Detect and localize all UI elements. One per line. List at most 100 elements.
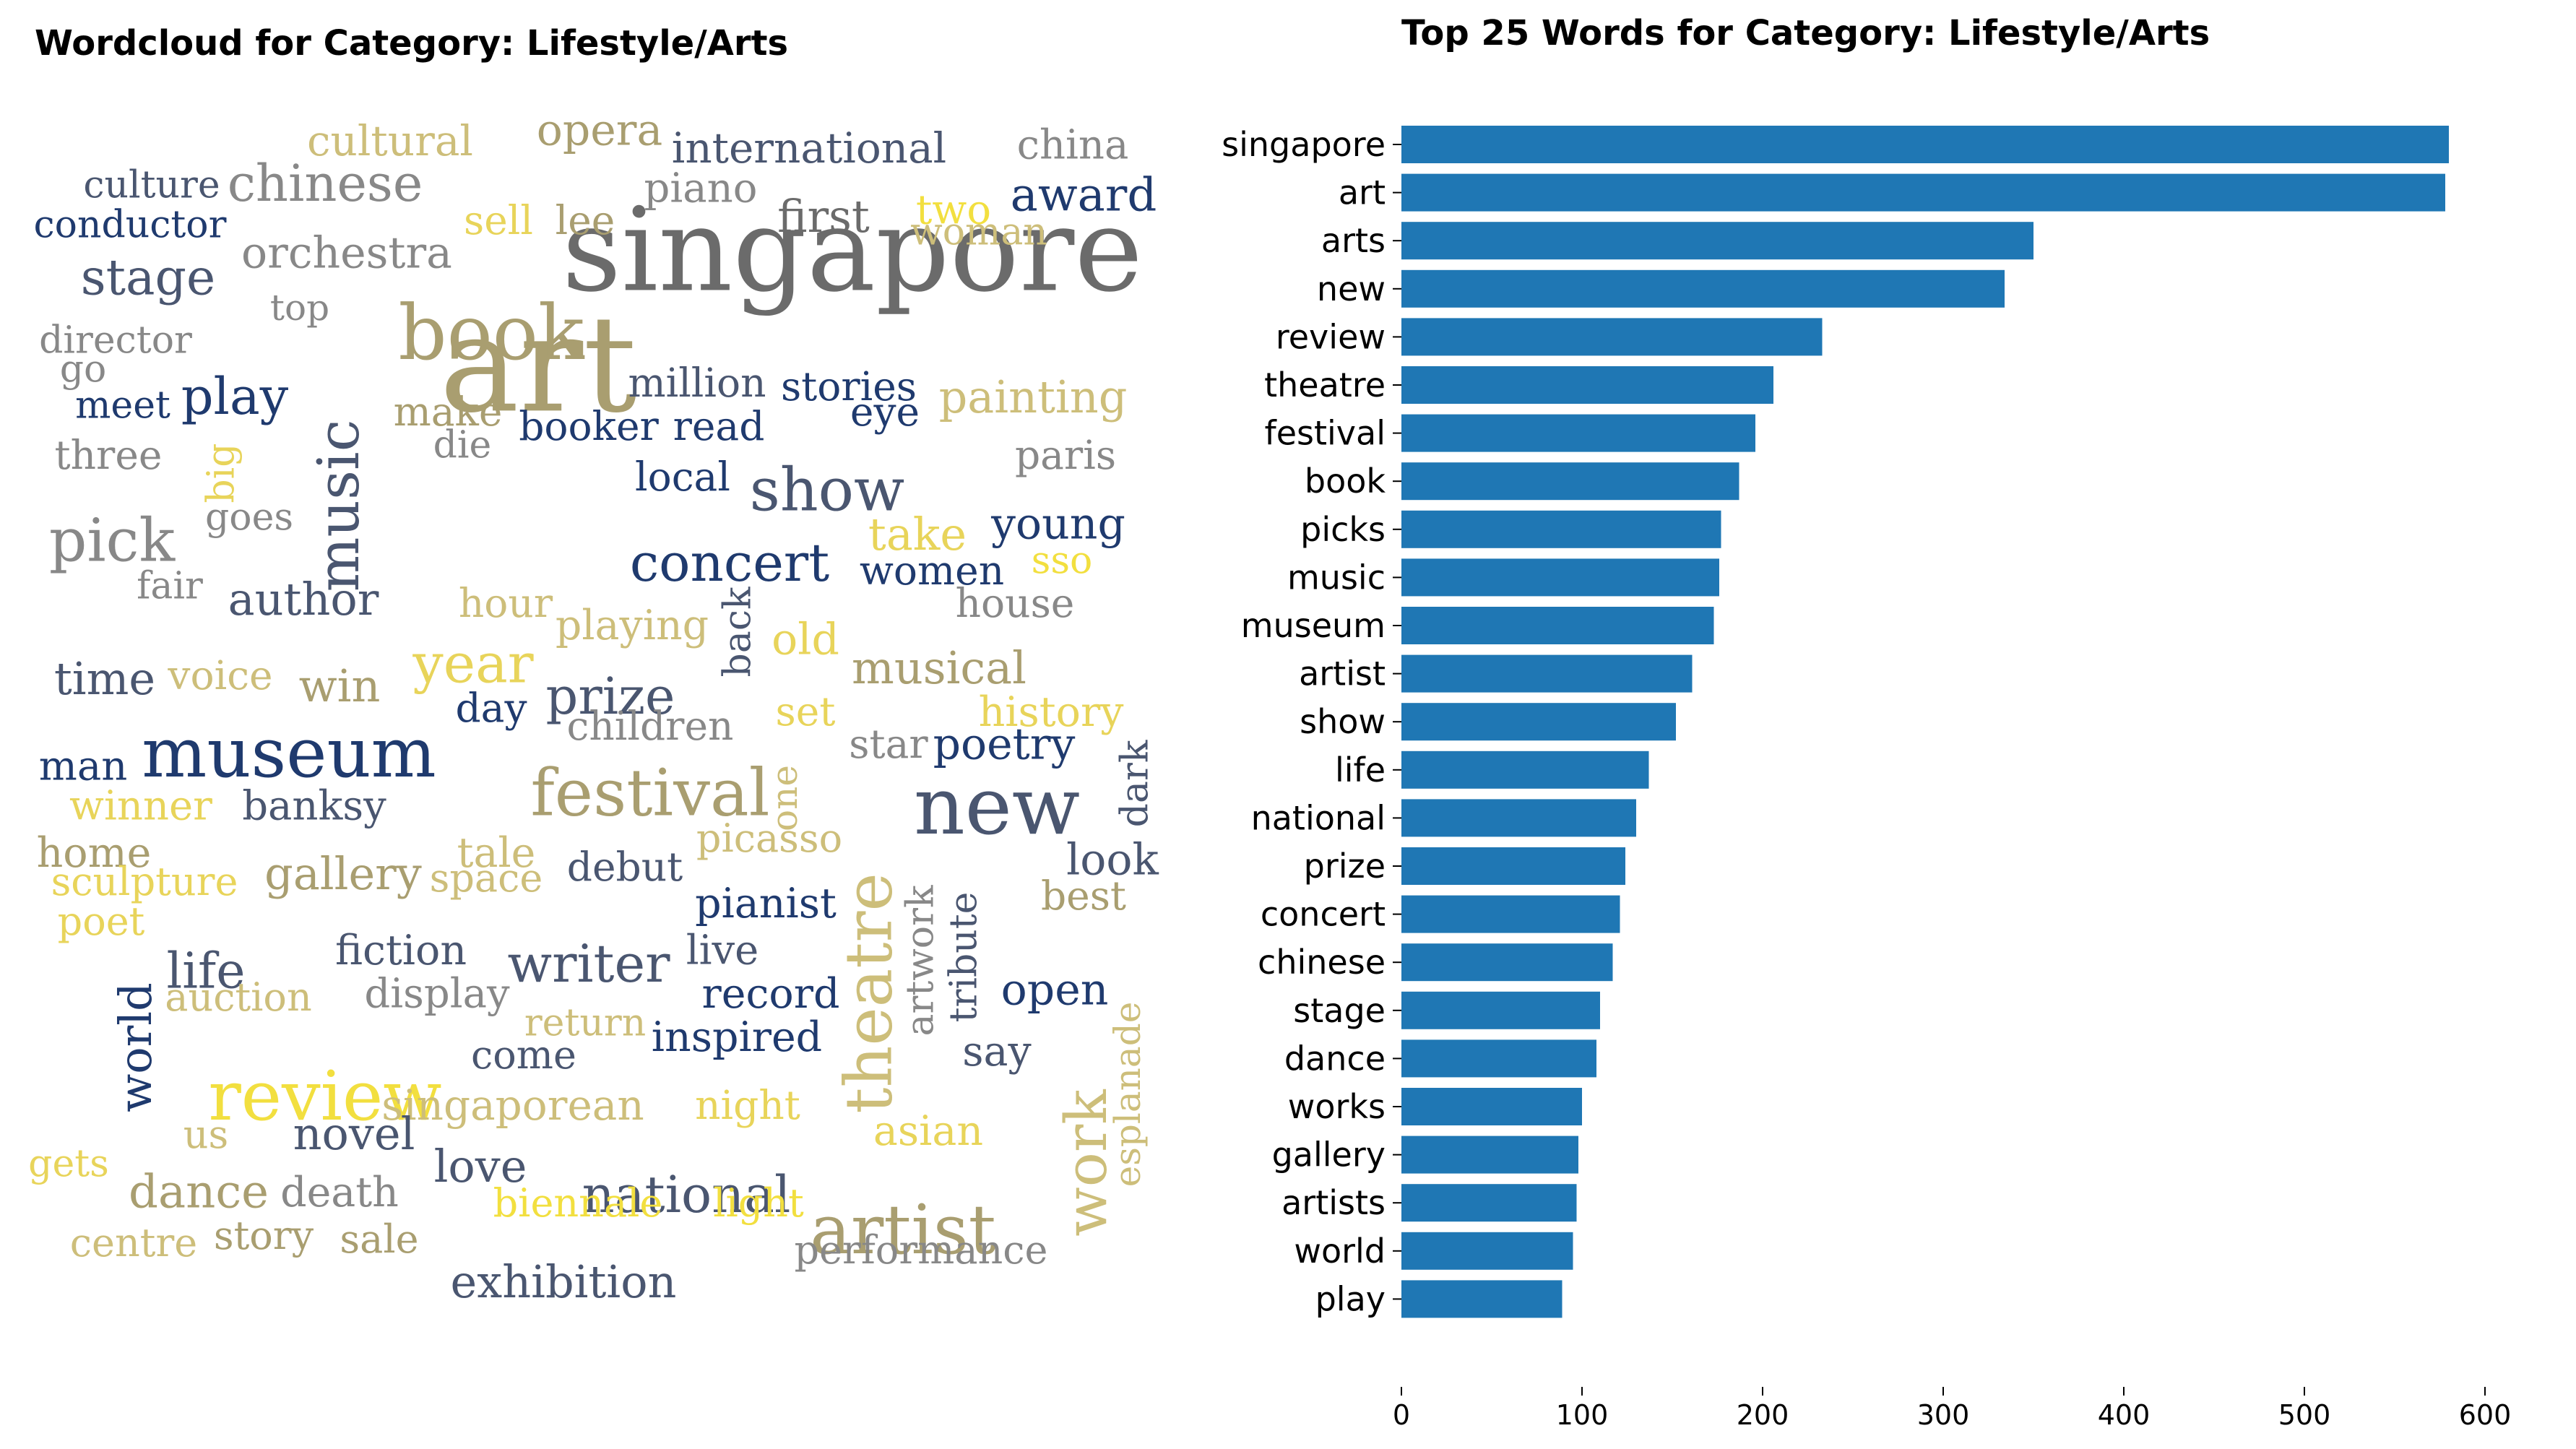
- wordcloud-word: china: [1017, 122, 1129, 169]
- y-tick-label: arts: [1321, 221, 1386, 260]
- x-tick-label: 100: [1556, 1399, 1609, 1431]
- wordcloud-word: sale: [340, 1216, 418, 1262]
- bar-artists: [1401, 1184, 1577, 1222]
- bar-national: [1401, 799, 1636, 837]
- wordcloud-word: love: [434, 1140, 527, 1193]
- wordcloud-word: art: [439, 286, 636, 442]
- wordcloud-word: novel: [293, 1107, 415, 1160]
- wordcloud-word: opera: [537, 105, 663, 156]
- wordcloud-word: review: [208, 1057, 441, 1136]
- wordcloud-word: record: [702, 970, 840, 1018]
- y-tick-label: music: [1287, 558, 1386, 597]
- y-tick-label: singapore: [1222, 125, 1386, 164]
- y-tick-label: world: [1294, 1232, 1386, 1271]
- bar-life: [1401, 751, 1649, 789]
- bar-singapore: [1401, 126, 2449, 163]
- x-tick-label: 300: [1917, 1399, 1970, 1431]
- wordcloud-word: debut: [567, 844, 683, 890]
- y-tick-label: national: [1251, 798, 1386, 837]
- wordcloud-word: meet: [75, 384, 170, 428]
- wordcloud-word: museum: [142, 714, 436, 793]
- wordcloud-word: tribute: [943, 892, 986, 1023]
- wordcloud-word: new: [914, 760, 1080, 852]
- wordcloud-word: play: [181, 367, 289, 426]
- wordcloud-word: chinese: [228, 154, 423, 213]
- wordcloud-word: esplanade: [1107, 1002, 1149, 1188]
- wordcloud-word: author: [228, 573, 379, 626]
- wordcloud-word: international: [672, 124, 946, 173]
- wordcloud-word: picasso: [696, 816, 842, 861]
- bar-new: [1401, 269, 2005, 308]
- wordcloud-word: culture: [83, 164, 220, 207]
- wordcloud-word: artist: [810, 1190, 996, 1270]
- wordcloud-word: inspired: [652, 1013, 822, 1061]
- wordcloud-word: million: [628, 360, 766, 406]
- x-tick-label: 200: [1737, 1399, 1789, 1431]
- wordcloud-word: voice: [167, 652, 272, 698]
- wordcloud-word: big: [200, 443, 243, 503]
- y-tick-label: festival: [1265, 414, 1386, 453]
- wordcloud-word: playing: [556, 602, 709, 649]
- wordcloud-word: dark: [1114, 740, 1157, 827]
- wordcloud-word: winner: [69, 783, 212, 830]
- wordcloud-word: read: [673, 403, 765, 449]
- wordcloud-word: award: [1011, 169, 1157, 222]
- y-tick-label: museum: [1241, 606, 1386, 645]
- wordcloud-word: two: [916, 187, 991, 234]
- bar-music: [1401, 558, 1719, 597]
- wordcloud-word: win: [299, 659, 381, 712]
- y-tick-label: gallery: [1272, 1136, 1386, 1175]
- wordcloud-word: painting: [939, 371, 1128, 423]
- bar-book: [1401, 462, 1739, 501]
- wordcloud-word: concert: [630, 532, 829, 593]
- wordcloud-word: artwork: [899, 885, 943, 1036]
- wordcloud-word: singaporean: [381, 1081, 644, 1130]
- wordcloud-word: writer: [507, 933, 670, 994]
- y-tick-label: dance: [1284, 1039, 1386, 1078]
- wordcloud-word: stories: [781, 363, 917, 410]
- wordcloud-word: one: [764, 765, 805, 831]
- wordcloud-word: musical: [852, 641, 1026, 694]
- y-tick-label: show: [1300, 702, 1386, 741]
- wordcloud-word: night: [695, 1082, 800, 1128]
- wordcloud-word: say: [962, 1028, 1032, 1076]
- wordcloud-word: pick: [49, 507, 176, 576]
- bar-show: [1401, 703, 1676, 741]
- x-tick-label: 600: [2459, 1399, 2512, 1431]
- wordcloud-word: live: [686, 927, 759, 974]
- wordcloud-word: death: [280, 1169, 399, 1216]
- wordcloud-word: three: [55, 432, 163, 478]
- y-tick-label: artist: [1299, 654, 1386, 693]
- bar-museum: [1401, 607, 1714, 644]
- wordcloud-word: pianist: [695, 880, 837, 927]
- wordcloud-word: hour: [459, 580, 553, 626]
- y-tick-label: works: [1288, 1087, 1386, 1126]
- wordcloud-word: national: [582, 1165, 791, 1224]
- y-tick-label: art: [1339, 173, 1386, 212]
- wordcloud-word: paris: [1015, 432, 1116, 478]
- wordcloud-word: us: [183, 1112, 229, 1157]
- wordcloud-word: first: [777, 190, 870, 243]
- bar-picks: [1401, 510, 1721, 548]
- y-tick-label: new: [1317, 269, 1386, 308]
- bar-art: [1401, 173, 2445, 212]
- wordcloud-word: make: [394, 389, 503, 435]
- wordcloud-word: poet: [58, 899, 145, 944]
- wordcloud-word: exhibition: [451, 1255, 677, 1308]
- wordcloud-word: banksy: [242, 783, 386, 830]
- wordcloud-word: piano: [644, 165, 758, 212]
- wordcloud-word: young: [990, 499, 1125, 550]
- bar-chinese: [1401, 943, 1613, 982]
- wordcloud-word: year: [412, 631, 533, 695]
- wordcloud-word: poetry: [933, 719, 1076, 770]
- wordcloud-word: centre: [70, 1220, 197, 1266]
- wordcloud-word: asian: [873, 1107, 983, 1155]
- wordcloud-word: day: [455, 685, 527, 731]
- wordcloud-word: history: [979, 688, 1125, 736]
- wordcloud-word: music: [305, 420, 372, 592]
- bar-concert: [1401, 895, 1620, 933]
- bar-stage: [1401, 991, 1600, 1029]
- wordcloud-word: woman: [910, 211, 1047, 254]
- wordcloud-word: children: [567, 703, 734, 749]
